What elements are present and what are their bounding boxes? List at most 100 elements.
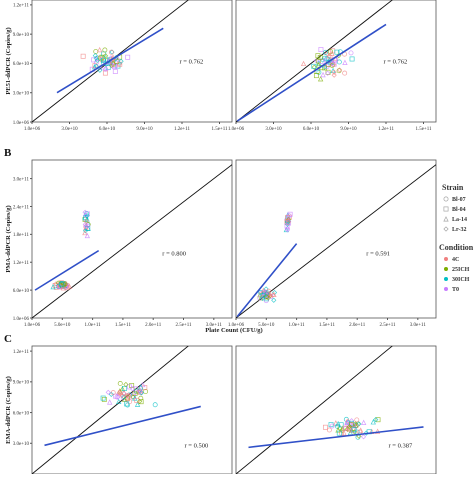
x-tick-label: 1.0e+06	[228, 323, 245, 328]
correlation-label: r = 0.591	[366, 250, 390, 257]
scatter-panel-3: r = 0.800 1.0e+06 5.0e+10 1.0e+11 1.5e+11 2.0…	[4, 147, 263, 334]
x-tick-label: 1.5e+11	[319, 323, 336, 328]
y-tick-label: 1.0e+06	[13, 121, 30, 126]
x-tick-label: 1.5e+11	[415, 127, 432, 132]
data-point	[152, 402, 158, 408]
data-point	[130, 385, 136, 391]
data-point	[82, 221, 88, 228]
data-point	[94, 57, 100, 64]
data-point	[260, 293, 266, 298]
legend-item-strain: Lr-32	[452, 227, 466, 233]
x-tick-label: 1.0e+06	[24, 323, 41, 328]
data-point	[117, 380, 123, 386]
identity-line	[32, 164, 232, 318]
data-point	[443, 196, 449, 202]
y-tick-label: 9.0e+10	[13, 33, 30, 38]
data-point	[118, 58, 124, 64]
data-point	[123, 381, 129, 388]
data-point	[315, 62, 322, 68]
x-tick-label: 9.0e+10	[340, 127, 357, 132]
data-point	[370, 419, 376, 425]
data-point	[50, 283, 56, 290]
data-point	[105, 65, 111, 71]
x-tick-label: 1.2e+11	[378, 127, 395, 132]
data-point	[286, 220, 292, 226]
data-point	[318, 47, 324, 52]
data-point	[138, 390, 145, 396]
panel-frame	[31, 0, 233, 123]
x-tick-label: 9.0e+10	[136, 127, 153, 132]
data-point	[342, 70, 348, 76]
data-point	[287, 211, 293, 217]
y-tick-label: 1.2e+11	[13, 4, 30, 9]
data-point	[443, 226, 449, 232]
x-axis-label: Plate Count (CFU/g)	[205, 327, 262, 334]
data-point	[126, 394, 132, 400]
legend-swatch-condition	[444, 267, 448, 271]
data-point	[82, 209, 88, 215]
data-point	[119, 393, 125, 399]
data-point	[356, 433, 362, 439]
data-point	[110, 390, 116, 396]
data-point	[351, 422, 357, 428]
y-tick-label: 6.0e+10	[13, 289, 30, 294]
data-point	[329, 60, 336, 67]
data-point	[322, 424, 328, 430]
data-point	[331, 72, 337, 78]
data-point	[125, 392, 132, 398]
identity-line	[236, 0, 393, 122]
correlation-label: r = 0.762	[180, 58, 204, 65]
x-tick-label: 2.5e+11	[175, 323, 192, 328]
data-point	[326, 427, 332, 433]
data-point	[99, 54, 105, 60]
panel-plot-area	[32, 0, 189, 122]
legend-item-condition: 25ICH	[452, 267, 470, 273]
data-point	[329, 423, 335, 429]
data-point	[329, 63, 335, 68]
panel-plot-area	[32, 346, 201, 474]
data-point	[285, 217, 292, 223]
data-point	[350, 427, 356, 433]
data-point	[124, 392, 130, 399]
x-tick-label: 3.0e+10	[265, 127, 282, 132]
data-point	[108, 49, 114, 55]
data-point	[361, 419, 367, 425]
data-point	[136, 398, 143, 405]
data-point	[84, 232, 91, 239]
x-tick-label: 3.0e+11	[206, 323, 223, 328]
data-point	[443, 206, 449, 212]
data-point	[341, 430, 347, 436]
y-tick-label: 9.0e+10	[13, 381, 30, 386]
legend-item-condition: 30ICH	[452, 277, 470, 283]
data-point	[117, 389, 123, 395]
legend-item-strain: Bl-07	[452, 197, 466, 203]
x-tick-label: 6.0e+10	[303, 127, 320, 132]
data-point	[346, 424, 353, 430]
x-tick-label: 1.0e+06	[228, 127, 245, 132]
y-tick-label: 1.2e+11	[13, 350, 30, 355]
data-point	[354, 417, 360, 423]
data-point	[335, 420, 341, 427]
data-point	[114, 394, 120, 400]
panel-plot-area	[32, 164, 232, 318]
data-point	[328, 422, 334, 428]
y-tick-label: 1.8e+11	[13, 233, 30, 238]
data-point	[323, 49, 328, 55]
regression-line	[56, 27, 164, 94]
data-point	[337, 67, 343, 73]
y-tick-label: 1.0e+06	[13, 317, 30, 322]
scatter-panel-6: r = 0.387	[235, 345, 437, 475]
scatter-panel-4: r = 0.591 1.0e+06 5.0e+10 1.0e+11 1.5e+11 2.0…	[228, 159, 437, 328]
x-tick-label: 3.0e+10	[61, 127, 78, 132]
y-axis-label: EMA-ddPCR (Copies/g)	[5, 376, 12, 444]
data-point	[363, 430, 369, 436]
data-point	[107, 399, 113, 405]
data-point	[111, 64, 117, 70]
data-point	[271, 297, 277, 303]
data-point	[270, 292, 276, 298]
data-point	[342, 425, 348, 431]
y-axis-label: PMA-ddPCR (Copies/g)	[5, 205, 12, 272]
data-point	[334, 49, 340, 55]
x-tick-label: 6.0e+10	[99, 127, 116, 132]
data-point	[132, 386, 138, 392]
